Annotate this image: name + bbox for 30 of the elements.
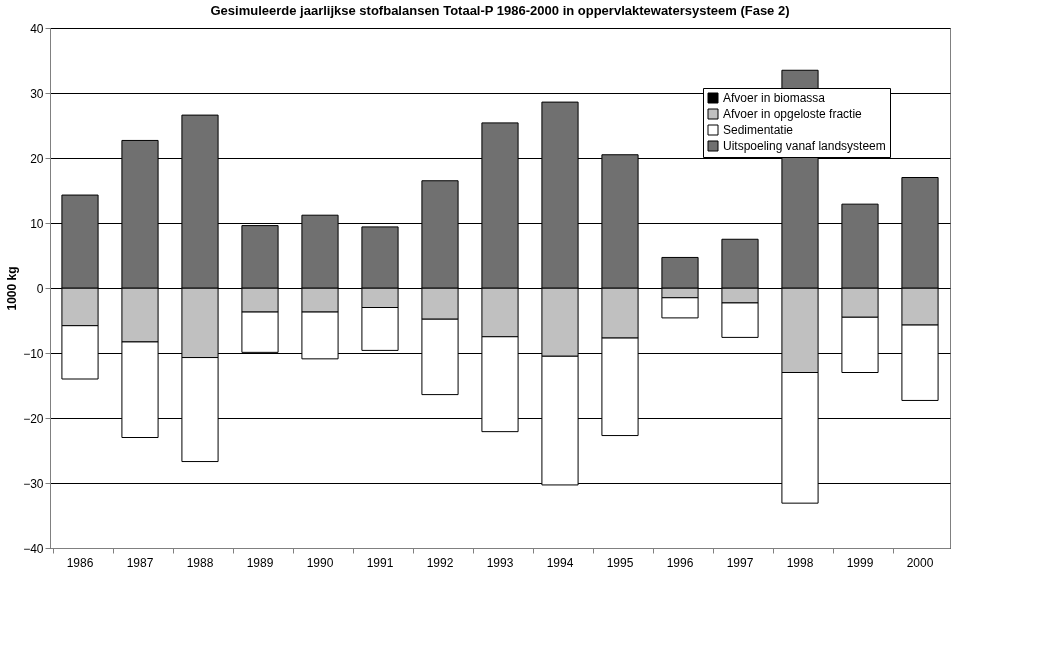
y-tick-label: −30	[23, 476, 44, 491]
x-tick-label: 1996	[666, 555, 694, 570]
x-tick-label: 1994	[546, 555, 574, 570]
y-axis-title: 1000 kg	[5, 266, 20, 311]
x-tick-label: 1995	[606, 555, 634, 570]
legend-label: Uitspoeling vanaf landsysteem	[723, 139, 886, 153]
x-tick-label: 2000	[906, 555, 934, 570]
legend-label: Afvoer in biomassa	[723, 91, 826, 105]
x-tick-label: 1999	[846, 555, 874, 570]
x-tick-label: 1986	[66, 555, 94, 570]
legend-label: Afvoer in opgeloste fractie	[723, 107, 863, 121]
y-tick-label: −40	[23, 541, 44, 556]
y-tick-label: 0	[36, 281, 44, 296]
x-tick-label: 1987	[126, 555, 154, 570]
x-tick-label: 1998	[786, 555, 814, 570]
y-tick-label: −20	[23, 411, 44, 426]
y-tick-label: 10	[30, 216, 44, 231]
x-tick-label: 1992	[426, 555, 454, 570]
x-tick-label: 1993	[486, 555, 514, 570]
x-tick-label: 1988	[186, 555, 214, 570]
x-tick-label: 1989	[246, 555, 274, 570]
y-tick-label: 40	[30, 21, 44, 36]
y-tick-label: 30	[30, 86, 44, 101]
x-tick-label: 1997	[726, 555, 754, 570]
x-tick-label: 1990	[306, 555, 334, 570]
y-tick-label: 20	[30, 151, 44, 166]
legend-label: Sedimentatie	[723, 123, 794, 137]
x-tick-label: 1991	[366, 555, 394, 570]
chart-title: Gesimuleerde jaarlijkse stofbalansen Totaal-P 1986-2000 in oppervlaktewatersysteem (Fase 2)	[210, 3, 790, 18]
y-tick-label: −10	[23, 346, 44, 361]
